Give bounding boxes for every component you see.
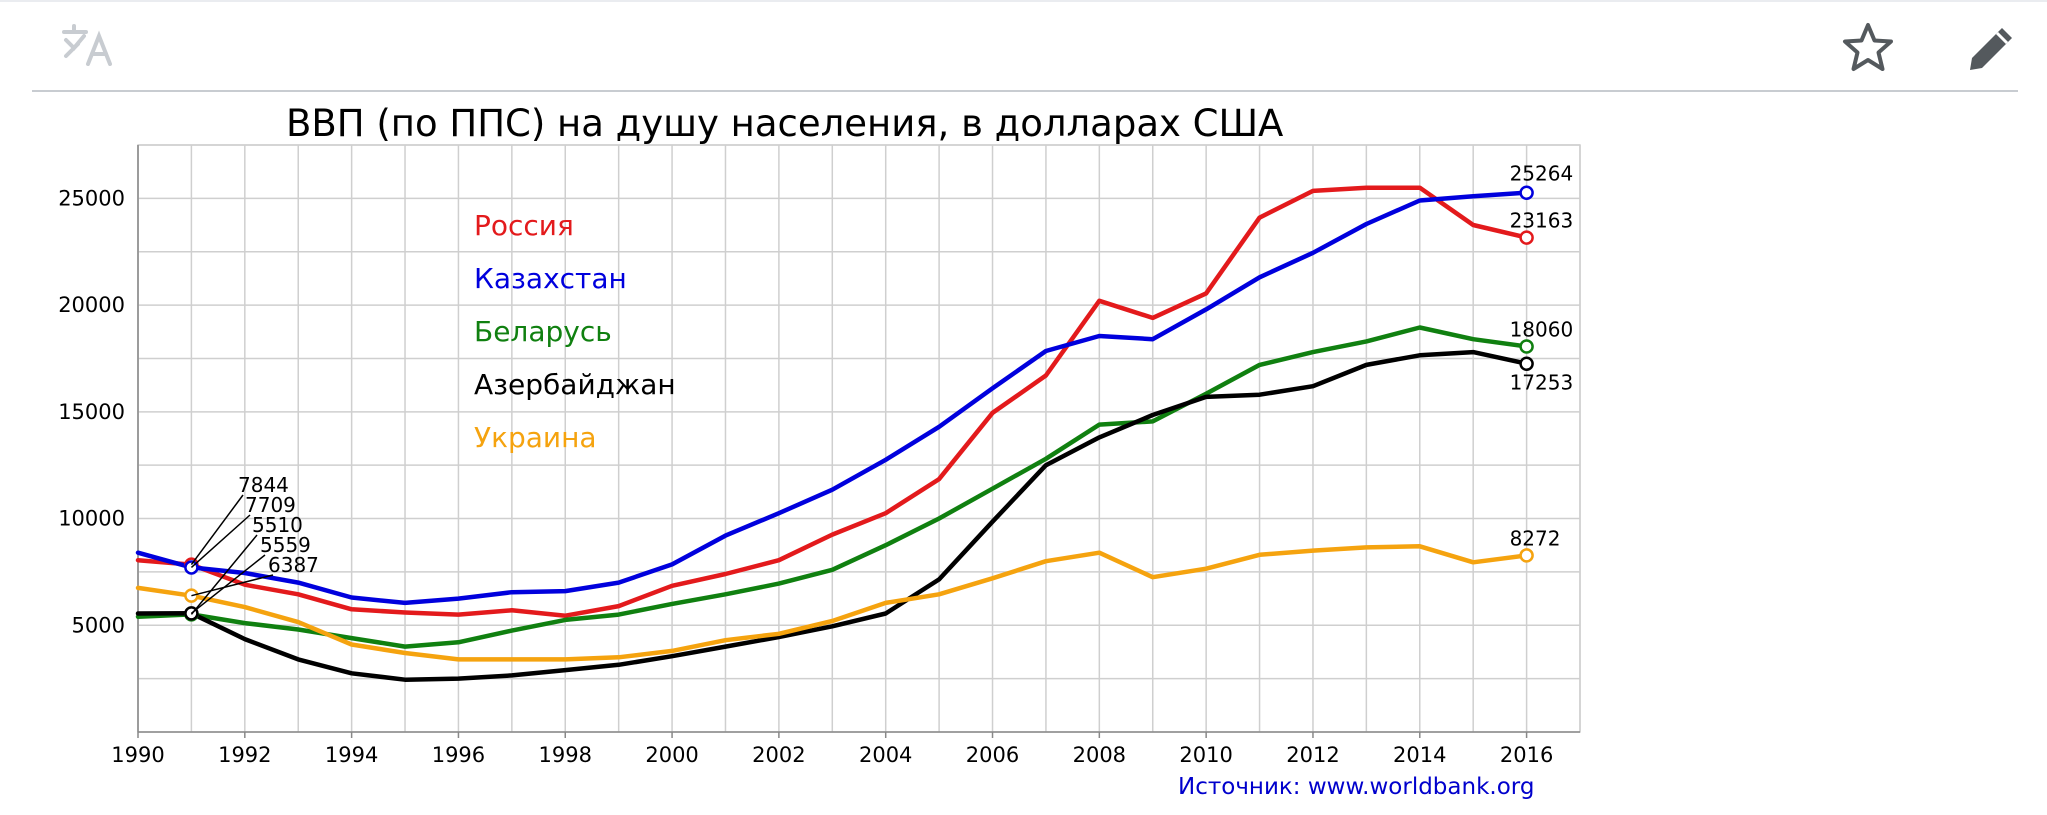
leader-line <box>190 534 258 615</box>
end-data-label: 18060 <box>1510 318 1574 342</box>
x-tick-label: 2000 <box>645 743 698 767</box>
x-tick-label: 2004 <box>859 743 912 767</box>
x-tick-label: 2002 <box>752 743 805 767</box>
y-tick-label: 10000 <box>58 507 125 531</box>
leader-line <box>191 574 274 597</box>
toolbar-divider <box>32 90 2018 92</box>
start-data-label: 5510 <box>252 513 303 537</box>
x-tick-label: 1994 <box>325 743 378 767</box>
series-line <box>135 325 1529 649</box>
toolbar <box>0 0 2047 92</box>
x-tick-label: 1998 <box>539 743 592 767</box>
start-data-label: 7709 <box>245 493 296 517</box>
x-tick-label: 2012 <box>1286 743 1339 767</box>
legend-entry: Украина <box>474 421 597 454</box>
leader-line <box>190 494 244 566</box>
star-icon[interactable] <box>1840 20 1896 76</box>
start-data-label: 7844 <box>238 473 289 497</box>
series-line <box>135 190 1529 606</box>
chart-title: ВВП (по ППС) на душу населения, в доллар… <box>286 102 1283 145</box>
leader-line <box>190 514 251 569</box>
y-tick-label: 25000 <box>58 186 125 210</box>
x-tick-label: 1996 <box>432 743 485 767</box>
series-lines <box>135 185 1534 682</box>
data-point-marker <box>1519 230 1534 245</box>
axes: 1990 1992 1994 1996 1998 2000 2002 2004 2006 2008… <box>58 145 1580 767</box>
data-point-marker <box>1519 548 1534 563</box>
x-tick-label: 1992 <box>218 743 271 767</box>
legend: Россия Казахстан Беларусь Азербайджан Украин… <box>474 209 676 454</box>
data-point-marker <box>1519 185 1534 200</box>
start-data-label: 5559 <box>260 533 311 557</box>
series-line <box>135 544 1529 662</box>
x-tick-label: 2008 <box>1073 743 1126 767</box>
data-point-marker <box>184 588 199 603</box>
data-point-marker <box>1519 339 1534 354</box>
x-tick-label: 2014 <box>1393 743 1446 767</box>
series-line <box>135 185 1529 618</box>
pencil-icon[interactable] <box>1966 22 2018 74</box>
end-data-label: 8272 <box>1510 526 1561 550</box>
end-data-label: 25264 <box>1510 162 1574 186</box>
source-link[interactable]: Источник: www.worldbank.org <box>1178 774 1535 800</box>
y-tick-label: 15000 <box>58 400 125 424</box>
legend-entry: Беларусь <box>474 315 612 348</box>
translate-icon[interactable] <box>62 22 120 66</box>
end-data-label: 23163 <box>1510 209 1574 233</box>
x-tick-label: 1990 <box>111 743 164 767</box>
x-tick-label: 2016 <box>1500 743 1553 767</box>
y-tick-label: 5000 <box>72 613 125 637</box>
x-tick-label: 2010 <box>1179 743 1232 767</box>
start-data-label: 6387 <box>268 553 319 577</box>
top-border <box>0 0 2047 2</box>
line-chart: ВВП (по ППС) на душу населения, в доллар… <box>58 102 1581 767</box>
end-data-label: 17253 <box>1510 371 1574 395</box>
legend-entry: Казахстан <box>474 262 627 295</box>
y-tick-label: 20000 <box>58 293 125 317</box>
legend-entry: Россия <box>474 209 574 242</box>
legend-entry: Азербайджан <box>474 368 676 401</box>
grid <box>137 144 1581 733</box>
series-line <box>135 349 1529 682</box>
x-tick-label: 2006 <box>966 743 1019 767</box>
plot-area <box>137 144 1581 733</box>
leader-line <box>190 554 266 614</box>
data-point-marker <box>1519 356 1534 371</box>
